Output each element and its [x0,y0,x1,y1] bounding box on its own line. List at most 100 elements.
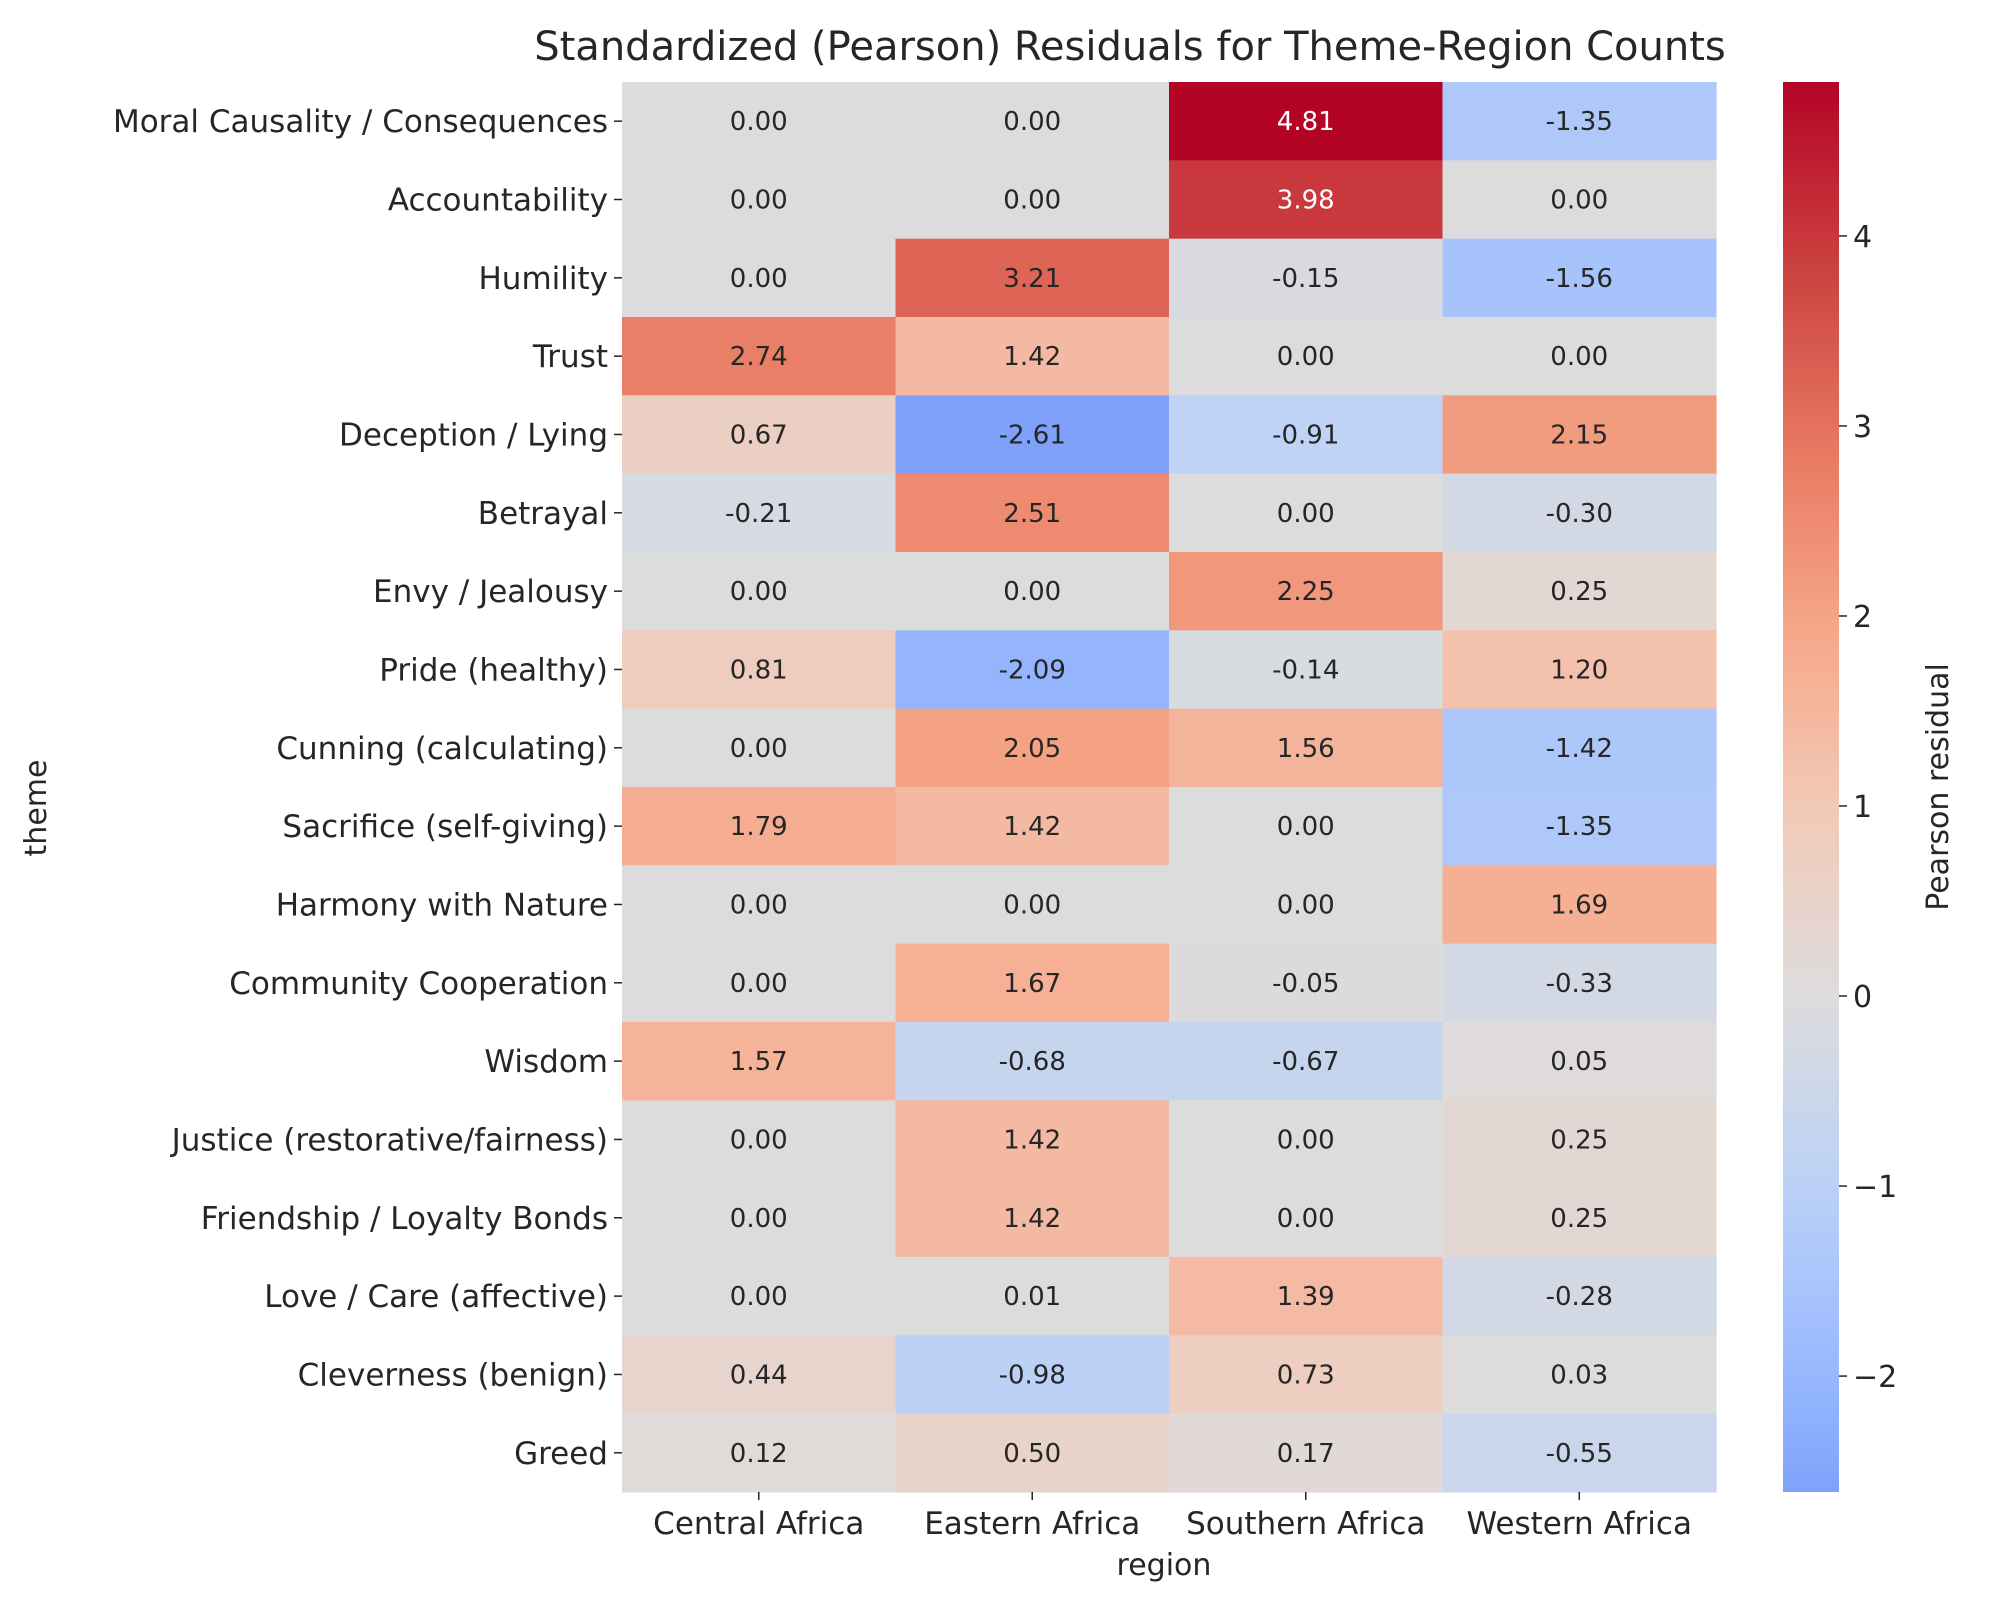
cell-value-label: -2.61 [999,420,1066,450]
cell-value-label: 2.05 [1003,734,1061,764]
cell-value-label: -1.56 [1546,264,1613,294]
heatmap-cell [1169,865,1444,945]
heatmap-cell [895,1256,1170,1336]
y-tick-label: Moral Causality / Consequences [113,104,608,140]
cell-value-label: 0.01 [1003,1282,1061,1312]
heatmap-cell [622,238,897,318]
heatmap-cell [895,1178,1170,1258]
colorbar: −2 −1 0 1 2 3 4 Pearson residual [1783,82,1956,1492]
heatmap-cell [622,316,897,396]
heatmap-cell [1169,82,1444,161]
heatmap-cell [895,82,1170,161]
colorbar-label: Pearson residual [1921,663,1956,911]
cell-value-label: 3.21 [1003,264,1061,294]
heatmap-cell [1169,316,1444,396]
y-tick-label: Pride (healthy) [379,652,608,688]
heatmap-cell [1169,160,1444,240]
cell-value-label: -1.35 [1546,107,1613,137]
cell-value-label: 3.98 [1277,185,1335,215]
y-tick-label: Humility [479,261,609,297]
cell-value-label: -0.05 [1272,969,1339,999]
x-tick-label: Eastern Africa [924,1506,1140,1542]
cell-value-label: 0.00 [730,185,788,215]
cell-value-label: 0.00 [1550,185,1608,215]
cell-value-label: 1.57 [730,1047,788,1077]
cell-value-label: 2.74 [730,342,788,372]
y-tick-label: Wisdom [484,1044,608,1080]
cell-value-label: -0.28 [1546,1282,1613,1312]
heatmap-cell [1442,1178,1717,1258]
heatmap-cell [1169,551,1444,631]
heatmap-cell [1442,630,1717,710]
cell-value-label: 1.79 [730,812,788,842]
heatmap-cell [622,160,897,240]
heatmap-cell [1442,1335,1717,1415]
colorbar-tick-label: 0 [1853,980,1872,1015]
cell-value-label: 4.81 [1277,107,1335,137]
cell-value-label: 0.67 [730,420,788,450]
x-tick-label: Southern Africa [1186,1506,1425,1542]
cell-value-label: 1.67 [1003,969,1061,999]
cell-value-label: -0.68 [999,1047,1066,1077]
cell-value-label: 0.00 [730,1282,788,1312]
cell-value-label: 1.69 [1550,890,1608,920]
colorbar-tick-label: 2 [1853,600,1872,635]
y-tick-label: Harmony with Nature [276,887,608,923]
heatmap-cell [895,865,1170,945]
heatmap-cell [622,1021,897,1101]
heatmap-cell [622,708,897,788]
cell-value-label: -0.91 [1272,420,1339,450]
heatmap-cell [622,1100,897,1180]
heatmap-cell [1442,316,1717,396]
y-tick-label: Love / Care (affective) [264,1279,608,1315]
cell-value-label: 0.81 [730,655,788,685]
cell-value-label: -2.09 [999,655,1066,685]
heatmap-cell [895,395,1170,475]
cell-value-label: 0.00 [1277,1125,1335,1155]
cell-value-label: -0.67 [1272,1047,1339,1077]
heatmap-cell [895,1335,1170,1415]
heatmap-cell [1169,1256,1444,1336]
heatmap-cell [1442,943,1717,1023]
colorbar-tick-label: 4 [1853,220,1872,255]
colorbar-tick-label: 1 [1853,790,1872,825]
cell-value-label: 1.20 [1550,655,1608,685]
y-axis: Moral Causality / Consequences Accountabi… [113,104,622,1472]
heatmap-cell [895,708,1170,788]
cell-value-label: 0.00 [1277,812,1335,842]
cell-value-label: 1.39 [1277,1282,1335,1312]
y-tick-label: Justice (restorative/fairness) [170,1122,608,1158]
heatmap-cell [1169,1413,1444,1493]
cell-value-label: -1.35 [1546,812,1613,842]
y-tick-label: Cunning (calculating) [276,731,608,767]
cell-value-label: 0.00 [730,107,788,137]
x-tick-label: Western Africa [1467,1506,1692,1542]
cell-value-label: 0.00 [730,734,788,764]
cell-value-label: 0.00 [1277,890,1335,920]
heatmap-cell [1442,160,1717,240]
heatmap-cell [1442,708,1717,788]
heatmap-cell [1442,865,1717,945]
colorbar-gradient [1783,82,1839,1492]
cell-value-label: 0.00 [1277,342,1335,372]
cell-value-label: 2.25 [1277,577,1335,607]
x-tick-label: Central Africa [653,1506,864,1542]
y-tick-label: Deception / Lying [339,417,608,453]
heatmap-cell [895,630,1170,710]
cell-value-label: 0.00 [1003,577,1061,607]
cell-value-label: 0.00 [1277,1204,1335,1234]
heatmap-cell [622,82,897,161]
heatmap-cells: 0.00 0.00 4.81 -1.35 0.00 0.00 3.98 0.00 0.00 3.2… [622,82,1717,1493]
cell-value-label: 1.42 [1003,1125,1061,1155]
heatmap-cell [1442,1100,1717,1180]
heatmap-cell [895,1413,1170,1493]
heatmap-cell [895,1100,1170,1180]
heatmap-cell [1442,1256,1717,1336]
chart-title: Standardized (Pearson) Residuals for The… [534,24,1726,70]
y-tick-label: Envy / Jealousy [373,574,608,610]
cell-value-label: -0.30 [1546,499,1613,529]
heatmap-cell [895,238,1170,318]
heatmap-cell [622,630,897,710]
heatmap-cell [622,1413,897,1493]
